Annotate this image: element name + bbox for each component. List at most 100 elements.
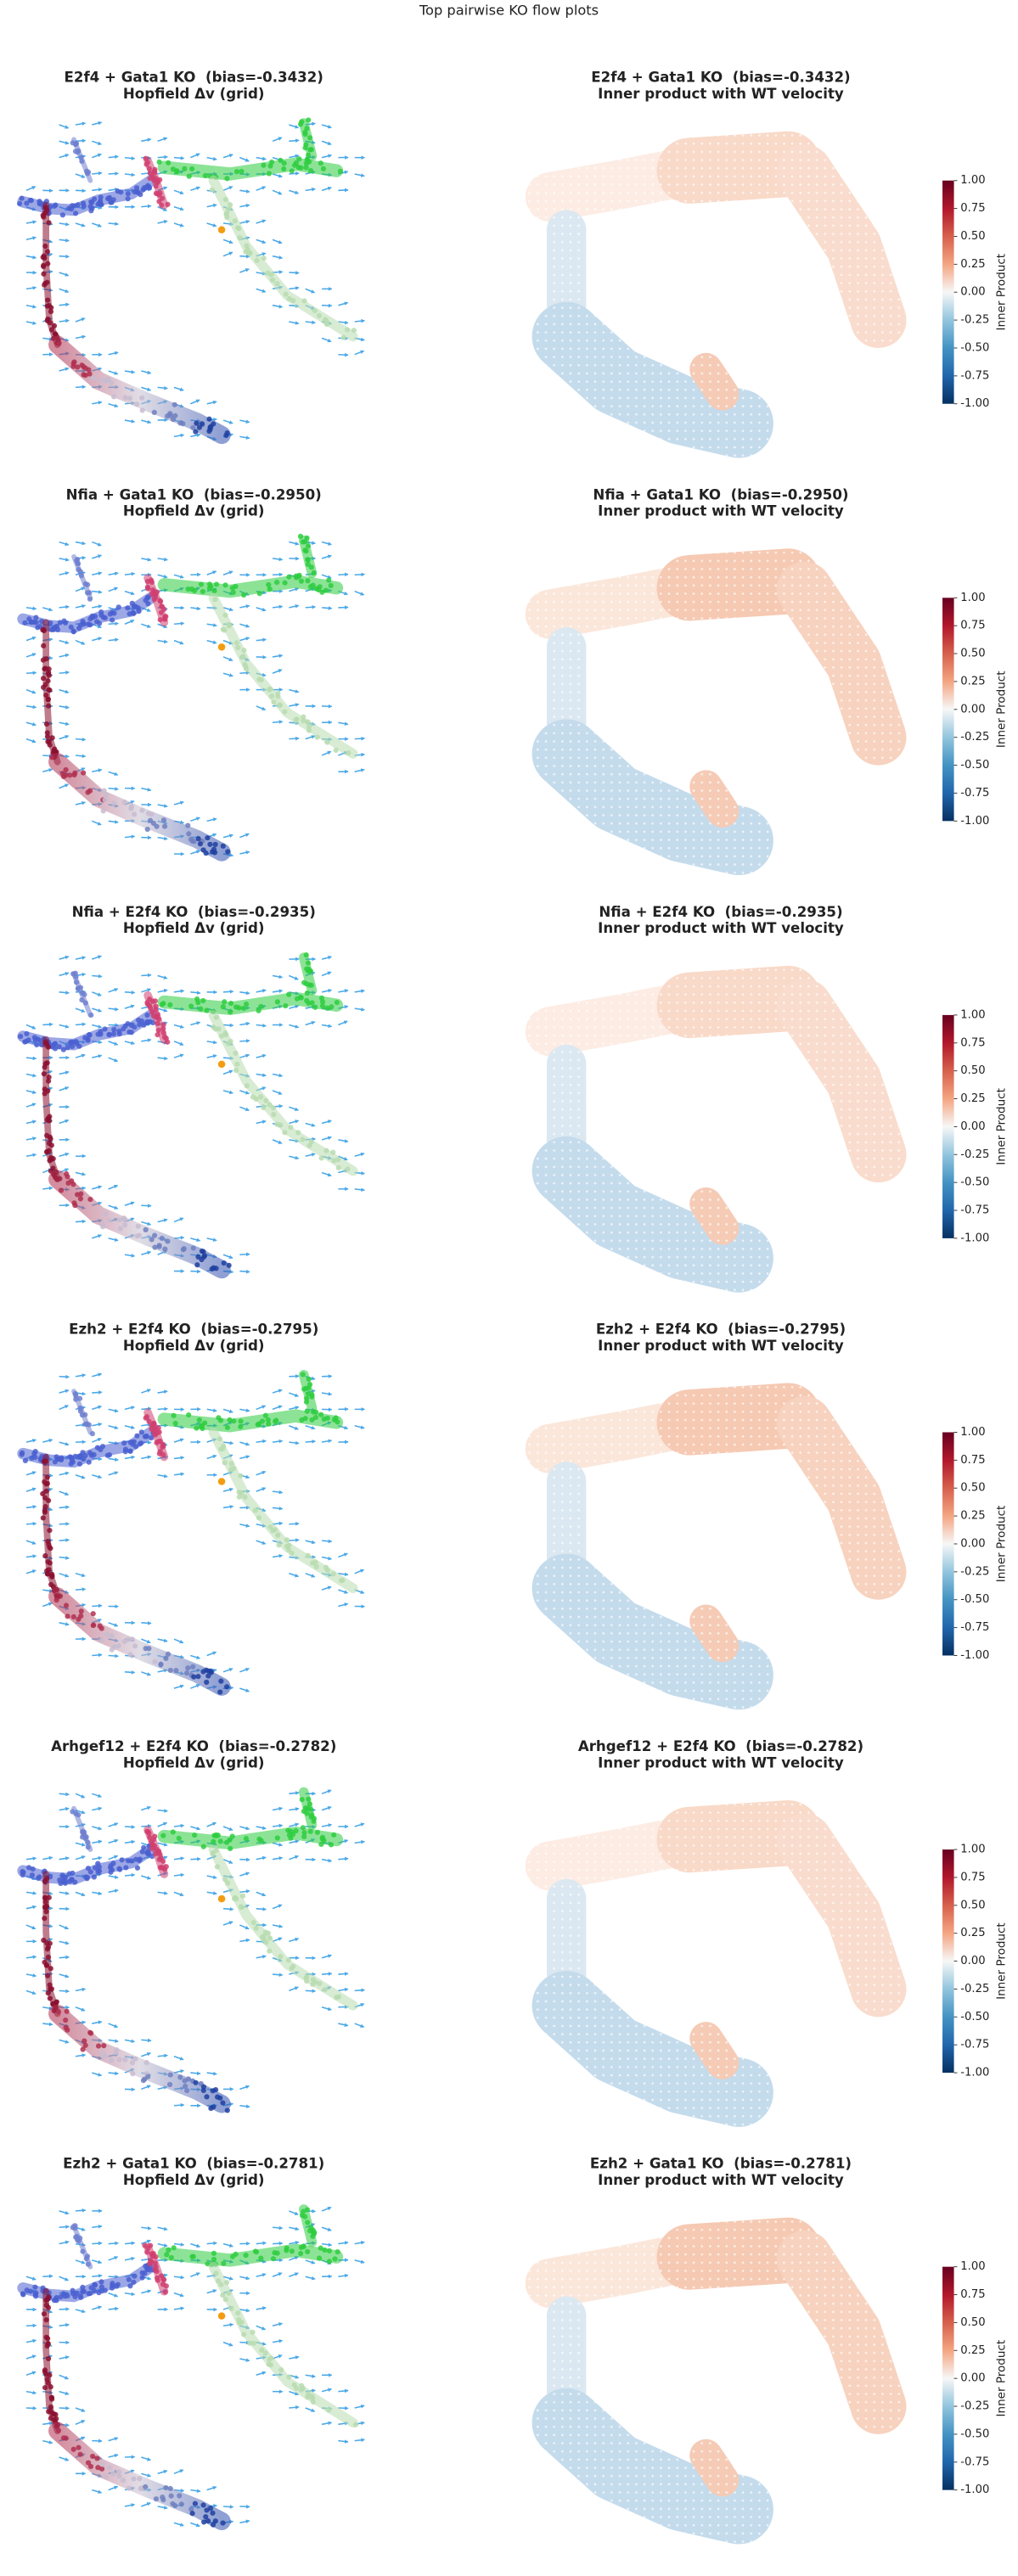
colorbar-tick-label: 0.00 <box>960 1120 985 1133</box>
colorbar-tick-label: 0.50 <box>960 230 985 243</box>
flow-panel: Arhgef12 + E2f4 KO (bias=-0.2782)Hopfiel… <box>17 1738 366 2113</box>
colorbar-tick-label: -1.00 <box>960 397 989 410</box>
heatmap-panel: E2f4 + Gata1 KO (bias=-0.3432)Inner prod… <box>525 70 1009 458</box>
colorbar-tick-label: 0.50 <box>960 1482 985 1495</box>
colorbar-tick-label: -0.25 <box>960 731 989 744</box>
colorbar-tick-label: -1.00 <box>960 1649 989 1662</box>
colorbar-tick-label: 0.75 <box>960 1036 985 1049</box>
flow-panel: Ezh2 + Gata1 KO (bias=-0.2781)Hopfield Δ… <box>17 2156 366 2531</box>
colorbar-tick-label: 0.75 <box>960 1871 985 1883</box>
colorbar-tick-label: 0.25 <box>960 1510 985 1523</box>
colorbar-tick-label: -0.25 <box>960 314 989 327</box>
colorbar-label: Inner Product <box>995 1506 1009 1583</box>
colorbar-tick-label: -0.75 <box>960 2039 989 2051</box>
colorbar <box>942 1432 954 1656</box>
figure-title: Top pairwise KO flow plots <box>419 2 599 18</box>
panel-title: Nfia + Gata1 KO (bias=-0.2950) <box>593 486 848 502</box>
panel-title: Arhgef12 + E2f4 KO (bias=-0.2782) <box>578 1738 863 1754</box>
colorbar-label: Inner Product <box>995 1922 1009 2000</box>
colorbar-tick-label: -0.75 <box>960 2455 989 2468</box>
colorbar-tick-label: 0.75 <box>960 620 985 632</box>
colorbar-tick-label: -1.00 <box>960 2483 989 2496</box>
colorbar <box>942 1014 954 1238</box>
panel-subtitle: Inner product with WT velocity <box>598 920 844 936</box>
colorbar-tick-label: 0.00 <box>960 286 985 299</box>
panel-title: Ezh2 + E2f4 KO (bias=-0.2795) <box>69 1321 318 1337</box>
colorbar-tick-label: -0.50 <box>960 759 989 772</box>
colorbar-tick-label: 0.25 <box>960 2344 985 2357</box>
colorbar-tick-label: -0.75 <box>960 369 989 382</box>
colorbar-tick-label: -0.75 <box>960 787 989 800</box>
colorbar-tick-label: 0.25 <box>960 258 985 271</box>
colorbar-tick-label: 0.75 <box>960 2288 985 2301</box>
flow-panel: Nfia + E2f4 KO (bias=-0.2935)Hopfield Δv… <box>17 904 366 1279</box>
heatmap-panel: Ezh2 + Gata1 KO (bias=-0.2781)Inner prod… <box>525 2156 1009 2545</box>
colorbar-tick-label: 0.00 <box>960 703 985 716</box>
colorbar-tick-label: 1.00 <box>960 592 985 604</box>
colorbar-tick-label: -1.00 <box>960 815 989 828</box>
panel-subtitle: Hopfield Δv (grid) <box>123 503 265 519</box>
colorbar-tick-label: -0.25 <box>960 1565 989 1578</box>
panel-subtitle: Inner product with WT velocity <box>598 1754 844 1771</box>
colorbar-tick-label: -1.00 <box>960 1232 989 1244</box>
panel-subtitle: Hopfield Δv (grid) <box>123 2172 265 2188</box>
colorbar-tick-label: 0.25 <box>960 1092 985 1105</box>
colorbar-tick-label: -0.50 <box>960 2427 989 2440</box>
panel-title: Ezh2 + Gata1 KO (bias=-0.2781) <box>590 2156 852 2172</box>
panel-subtitle: Inner product with WT velocity <box>598 86 844 102</box>
colorbar-tick-label: 0.50 <box>960 2316 985 2329</box>
panel-subtitle: Inner product with WT velocity <box>598 503 844 519</box>
colorbar-label: Inner Product <box>995 2340 1009 2417</box>
colorbar-tick-label: 0.25 <box>960 675 985 687</box>
colorbar-tick-label: -0.75 <box>960 1204 989 1217</box>
colorbar-tick-label: -1.00 <box>960 2067 989 2079</box>
colorbar-tick-label: -0.75 <box>960 1621 989 1634</box>
panel-title: Nfia + E2f4 KO (bias=-0.2935) <box>599 904 842 920</box>
flow-panel: Nfia + Gata1 KO (bias=-0.2950)Hopfield Δ… <box>17 486 366 861</box>
flow-panel: E2f4 + Gata1 KO (bias=-0.3432)Hopfield Δ… <box>16 70 366 445</box>
heatmap-panel: Nfia + Gata1 KO (bias=-0.2950)Inner prod… <box>525 486 1009 876</box>
colorbar-tick-label: 0.00 <box>960 2372 985 2385</box>
panel-title: Ezh2 + E2f4 KO (bias=-0.2795) <box>596 1321 846 1337</box>
colorbar-tick-label: 1.00 <box>960 2260 985 2273</box>
colorbar-tick-label: 0.25 <box>960 1927 985 1939</box>
panel-title: Nfia + E2f4 KO (bias=-0.2935) <box>72 904 316 920</box>
panel-title: Ezh2 + Gata1 KO (bias=-0.2781) <box>63 2156 324 2172</box>
colorbar-tick-label: 1.00 <box>960 174 985 187</box>
colorbar-tick-label: 0.00 <box>960 1537 985 1550</box>
colorbar-tick-label: 1.00 <box>960 1426 985 1439</box>
colorbar-tick-label: -0.25 <box>960 1983 989 1995</box>
colorbar-tick-label: 0.50 <box>960 648 985 660</box>
colorbar-tick-label: 0.00 <box>960 1955 985 1967</box>
colorbar <box>942 180 954 404</box>
panel-title: E2f4 + Gata1 KO (bias=-0.3432) <box>591 70 850 86</box>
colorbar-tick-label: -0.50 <box>960 341 989 354</box>
panel-subtitle: Hopfield Δv (grid) <box>123 86 265 102</box>
colorbar-tick-label: 0.50 <box>960 1899 985 1911</box>
panel-subtitle: Inner product with WT velocity <box>598 1338 844 1354</box>
colorbar-label: Inner Product <box>995 1088 1009 1165</box>
panel-subtitle: Hopfield Δv (grid) <box>123 920 265 936</box>
colorbar <box>942 598 954 822</box>
panel-subtitle: Hopfield Δv (grid) <box>123 1338 265 1354</box>
panel-subtitle: Hopfield Δv (grid) <box>123 1754 265 1771</box>
colorbar-tick-label: -0.50 <box>960 1176 989 1189</box>
colorbar-tick-label: 1.00 <box>960 1008 985 1021</box>
colorbar-tick-label: 0.75 <box>960 202 985 215</box>
heatmap-panel: Ezh2 + E2f4 KO (bias=-0.2795)Inner produ… <box>525 1321 1009 1710</box>
panel-subtitle: Inner product with WT velocity <box>598 2172 844 2188</box>
colorbar-tick-label: 0.50 <box>960 1064 985 1077</box>
colorbar-tick-label: 1.00 <box>960 1844 985 1856</box>
colorbar-label: Inner Product <box>995 254 1009 331</box>
colorbar-label: Inner Product <box>995 671 1009 749</box>
panel-title: Arhgef12 + E2f4 KO (bias=-0.2782) <box>51 1738 336 1754</box>
colorbar-tick-label: -0.50 <box>960 1593 989 1606</box>
heatmap-panel: Arhgef12 + E2f4 KO (bias=-0.2782)Inner p… <box>525 1738 1009 2127</box>
panel-title: Nfia + Gata1 KO (bias=-0.2950) <box>66 486 322 502</box>
colorbar-tick-label: -0.50 <box>960 2011 989 2023</box>
colorbar-tick-label: 0.75 <box>960 1454 985 1467</box>
flow-panel: Ezh2 + E2f4 KO (bias=-0.2795)Hopfield Δv… <box>17 1321 366 1696</box>
panel-title: E2f4 + Gata1 KO (bias=-0.3432) <box>65 70 323 86</box>
colorbar <box>942 2266 954 2490</box>
